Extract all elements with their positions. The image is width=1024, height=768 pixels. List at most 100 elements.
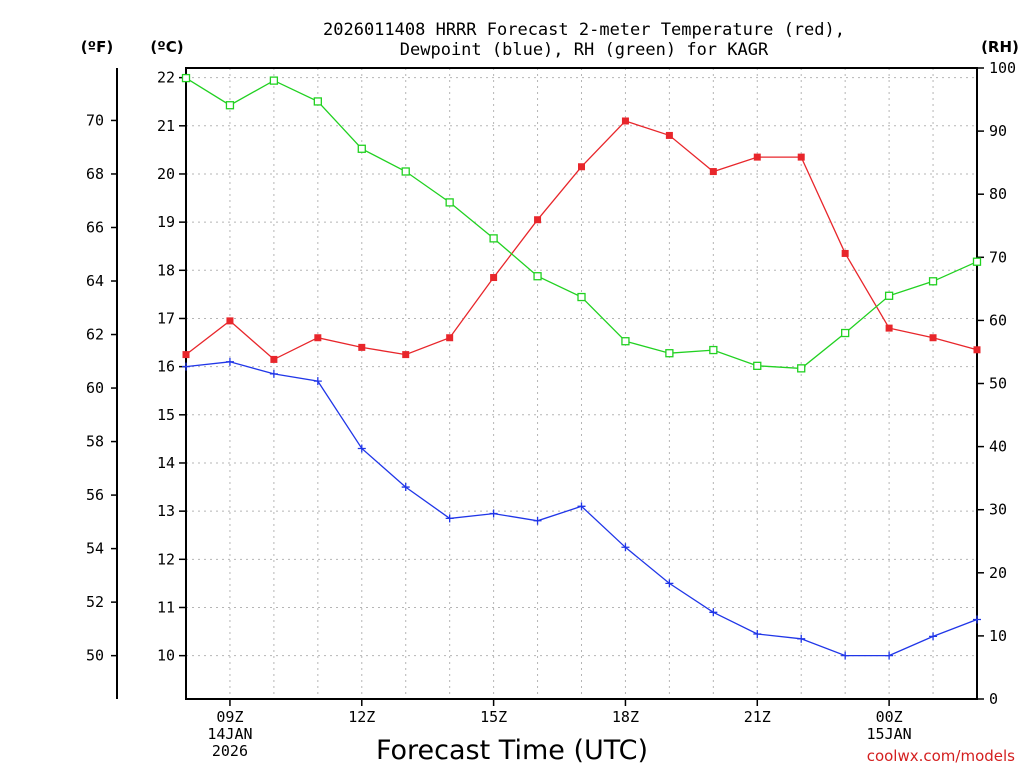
rh-tick-label: 10	[989, 627, 1007, 645]
celsius-tick-label: 16	[157, 358, 175, 376]
rh-tick-label: 60	[989, 311, 1007, 329]
dewpoint-point	[753, 629, 762, 638]
2-meter-temperature-point	[709, 168, 717, 176]
celsius-tick-label: 10	[157, 647, 175, 665]
rh-tick-label: 20	[989, 564, 1007, 582]
dewpoint-point	[401, 483, 410, 492]
dewpoint-point	[577, 502, 586, 511]
2-meter-temperature-point	[753, 153, 761, 161]
chart-title-line1: 2026011408 HRRR Forecast 2-meter Tempera…	[323, 20, 845, 40]
celsius-tick-label: 14	[157, 454, 175, 472]
fahrenheit-tick-label: 54	[86, 540, 104, 558]
celsius-tick-label: 22	[157, 69, 175, 87]
2-meter-temperature-point	[226, 317, 234, 325]
time-tick-label: 14JAN	[207, 725, 252, 743]
rh-point	[533, 272, 542, 281]
2-meter-temperature-point	[665, 131, 673, 139]
2-meter-temperature-point	[973, 346, 981, 354]
fahrenheit-tick-label: 50	[86, 647, 104, 665]
time-tick-label: 09Z	[216, 708, 243, 726]
2-meter-temperature-point	[885, 324, 893, 332]
celsius-tick-label: 11	[157, 598, 175, 616]
rh-tick-label: 80	[989, 185, 1007, 203]
dewpoint-point	[357, 444, 366, 453]
celsius-tick-label: 19	[157, 213, 175, 231]
fahrenheit-tick-label: 64	[86, 272, 104, 290]
rh-point	[225, 101, 235, 110]
rh-point	[797, 364, 806, 373]
dewpoint-point	[225, 357, 234, 366]
time-tick-label: 15Z	[480, 708, 507, 726]
celsius-tick-label: 20	[157, 165, 175, 183]
time-tick-label: 15JAN	[867, 725, 912, 743]
2-meter-temperature-point	[929, 334, 937, 342]
fahrenheit-tick-label: 52	[86, 593, 104, 611]
2-meter-temperature-point	[446, 334, 454, 342]
2-meter-temperature-point	[402, 351, 410, 359]
rh-point	[313, 97, 322, 106]
rh-axis-unit: (RH)	[981, 38, 1019, 56]
rh-tick-label: 50	[989, 375, 1007, 393]
time-tick-label: 21Z	[744, 708, 771, 726]
time-tick-label: 2026	[212, 742, 248, 760]
fahrenheit-axis-ticks: 50 52 54 56 58 60 62 64 66 68 70	[86, 111, 117, 665]
celsius-tick-label: 21	[157, 117, 175, 135]
fahrenheit-tick-label: 58	[86, 433, 104, 451]
rh-point	[709, 345, 718, 355]
rh-axis-ticks: 0 10 20 30 40 50 60 70 80 90 100	[977, 59, 1016, 708]
rh-point	[928, 277, 938, 286]
2-meter-temperature-point	[490, 274, 498, 282]
celsius-axis-ticks: 10 11 12 13 14 15 16 17 18 19 20 21 22	[157, 69, 186, 665]
plot-frame	[185, 67, 978, 700]
rh-point	[269, 76, 279, 85]
credit-text: coolwx.com/models	[867, 747, 1015, 765]
rh-point	[884, 291, 894, 300]
rh-tick-label: 100	[989, 59, 1016, 77]
fahrenheit-tick-label: 56	[86, 486, 104, 504]
fahrenheit-tick-label: 70	[86, 111, 104, 129]
rh-point	[357, 144, 366, 153]
2-meter-temperature-point	[314, 334, 322, 342]
fahrenheit-tick-label: 60	[86, 379, 104, 397]
rh-point	[489, 234, 498, 243]
dewpoint-point	[929, 632, 938, 641]
dewpoint-point	[709, 608, 718, 617]
rh-line	[185, 77, 978, 370]
fahrenheit-tick-label: 66	[86, 218, 104, 236]
2-meter-temperature-line	[185, 120, 978, 361]
dewpoint-point	[665, 579, 674, 588]
rh-tick-label: 0	[989, 690, 998, 708]
x-axis-label: Forecast Time (UTC)	[376, 735, 648, 766]
chart-title-line2: Dewpoint (blue), RH (green) for KAGR	[400, 40, 769, 60]
2-meter-temperature-point	[270, 355, 278, 363]
time-tick-label: 18Z	[612, 708, 639, 726]
rh-point	[972, 257, 982, 266]
2-meter-temperature-point	[841, 249, 849, 257]
time-tick-label: 00Z	[876, 708, 903, 726]
2-meter-temperature-point	[621, 117, 629, 125]
rh-tick-label: 40	[989, 438, 1007, 456]
dewpoint-point	[269, 369, 278, 378]
celsius-tick-label: 13	[157, 502, 175, 520]
rh-point	[753, 361, 762, 370]
celsius-tick-label: 18	[157, 261, 175, 279]
celsius-tick-label: 15	[157, 406, 175, 424]
dewpoint-point	[797, 634, 806, 643]
rh-tick-label: 90	[989, 122, 1007, 140]
celsius-tick-label: 17	[157, 309, 175, 327]
dewpoint-point	[973, 615, 981, 624]
series-layer	[181, 73, 982, 660]
rh-tick-label: 70	[989, 248, 1007, 266]
rh-point	[181, 73, 191, 83]
2-meter-temperature-point	[358, 343, 366, 351]
dewpoint-point	[841, 651, 850, 660]
rh-point	[401, 167, 410, 176]
gridlines	[186, 68, 977, 699]
rh-point	[841, 328, 850, 338]
rh-point	[665, 349, 674, 358]
dewpoint-point	[885, 651, 894, 660]
dewpoint-point	[313, 377, 322, 386]
rh-point	[577, 292, 586, 302]
